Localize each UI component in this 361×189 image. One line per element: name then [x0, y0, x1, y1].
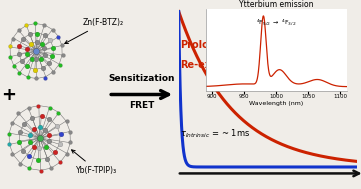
Text: $\tau_{Sensitize}$= ~0.3 s: $\tau_{Sensitize}$= ~0.3 s — [271, 81, 342, 93]
Text: Yb(F-TPIP)₃: Yb(F-TPIP)₃ — [71, 150, 117, 175]
Text: Re-excite: Re-excite — [180, 60, 232, 70]
Text: Zn(F-BTZ)₂: Zn(F-BTZ)₂ — [65, 18, 124, 43]
Text: $\tau_{Intrinsic}$ = ~ 1ms: $\tau_{Intrinsic}$ = ~ 1ms — [180, 127, 251, 140]
Text: $^4$F$_{5/2}$ $\rightarrow$ $^4$F$_{3/2}$: $^4$F$_{5/2}$ $\rightarrow$ $^4$F$_{3/2}… — [256, 18, 296, 27]
X-axis label: Wavelength (nm): Wavelength (nm) — [249, 101, 303, 106]
Text: Prolong: Prolong — [180, 40, 223, 50]
Title: Ytterbium emission: Ytterbium emission — [239, 0, 313, 9]
Text: Sensitization: Sensitization — [108, 74, 175, 83]
Text: FRET: FRET — [129, 101, 155, 110]
Text: +: + — [1, 85, 17, 104]
